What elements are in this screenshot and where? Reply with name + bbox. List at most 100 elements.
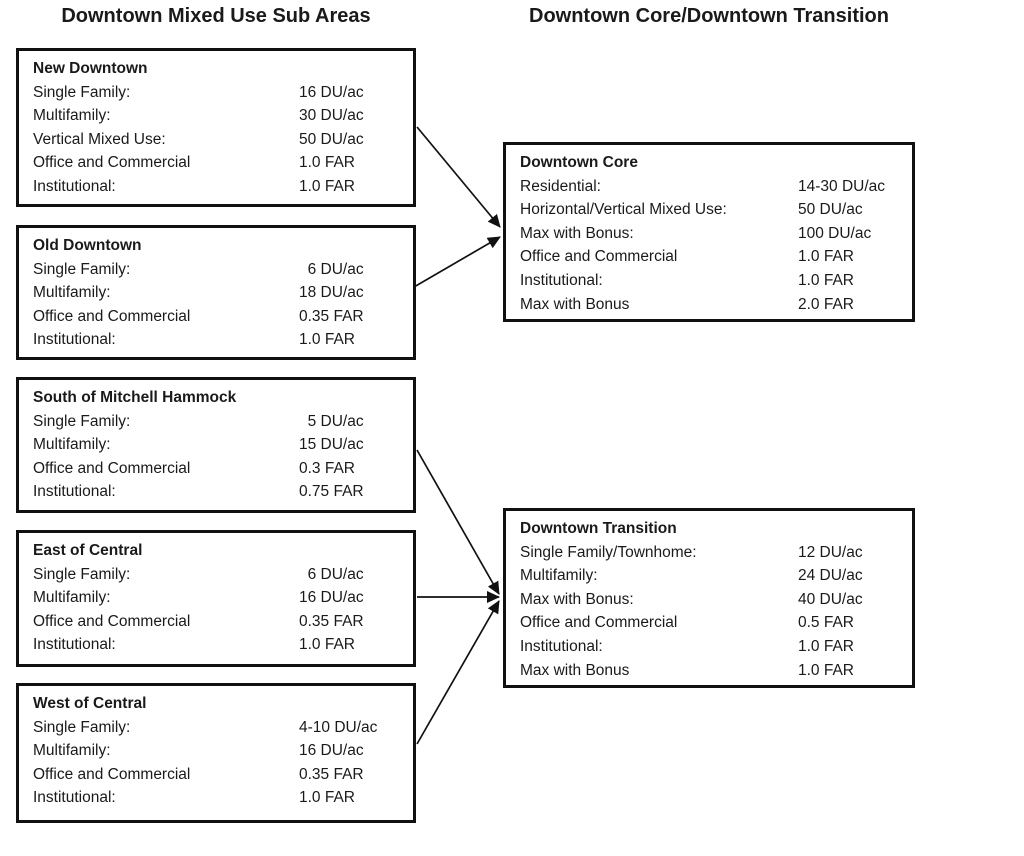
- row-label: Multifamily:: [33, 107, 111, 125]
- area-box-east-of-central: East of Central Single Family: 6 DU/ac Mul…: [16, 530, 416, 667]
- standards-row: Single Family: 6 DU/ac: [33, 563, 401, 587]
- row-label: Single Family/Townhome:: [520, 543, 697, 561]
- standards-row: Multifamily: 24 DU/ac: [520, 564, 900, 588]
- standards-row: Office and Commercial 0.35 FAR: [33, 610, 401, 634]
- row-value: 12 DU/ac: [798, 543, 863, 561]
- row-label: Horizontal/Vertical Mixed Use:: [520, 201, 727, 219]
- box-heading: South of Mitchell Hammock: [33, 389, 237, 406]
- standards-row: Horizontal/Vertical Mixed Use: 50 DU/ac: [520, 198, 900, 222]
- row-label: Vertical Mixed Use:: [33, 130, 166, 148]
- row-value: 1.0 FAR: [798, 637, 854, 655]
- row-label: Multifamily:: [33, 284, 111, 302]
- right-column-title: Downtown Core/Downtown Transition: [529, 5, 889, 27]
- standards-row: Residential: 14-30 DU/ac: [520, 175, 900, 199]
- row-label: Multifamily:: [33, 742, 111, 760]
- row-label: Institutional:: [520, 271, 603, 289]
- arrow-new-downtown-to-core: [416, 126, 501, 228]
- area-box-old-downtown: Old Downtown Single Family: 6 DU/ac Multif…: [16, 225, 416, 360]
- area-box-west-of-central: West of Central Single Family: 4-10 DU/ac M…: [16, 683, 416, 823]
- row-value: 1.0 FAR: [798, 661, 854, 679]
- standards-row: Multifamily: 15 DU/ac: [33, 433, 401, 457]
- row-label: Multifamily:: [33, 436, 111, 454]
- row-label: Institutional:: [33, 789, 116, 807]
- standards-row: Single Family: 4-10 DU/ac: [33, 716, 401, 740]
- standards-row: Multifamily: 18 DU/ac: [33, 281, 401, 305]
- row-value: 1.0 FAR: [798, 271, 854, 289]
- standards-row: Institutional: 1.0 FAR: [33, 175, 401, 199]
- row-label: Single Family:: [33, 718, 131, 736]
- standards-row: Single Family: 5 DU/ac: [33, 410, 401, 434]
- box-heading: New Downtown: [33, 60, 148, 77]
- row-value: 0.5 FAR: [798, 614, 854, 632]
- standards-row: Institutional: 1.0 FAR: [33, 786, 401, 810]
- row-value: 1.0 FAR: [299, 636, 355, 654]
- row-label: Residential:: [520, 177, 601, 195]
- row-label: Multifamily:: [520, 567, 598, 585]
- standards-row: Office and Commercial 0.35 FAR: [33, 305, 401, 329]
- box-heading: West of Central: [33, 695, 147, 712]
- area-box-new-downtown: New Downtown Single Family: 16 DU/ac Multif…: [16, 48, 416, 207]
- area-box-downtown-core: Downtown Core Residential: 14-30 DU/ac Hori…: [503, 142, 915, 322]
- row-value: 4-10 DU/ac: [299, 718, 378, 736]
- row-label: Office and Commercial: [520, 614, 678, 632]
- row-label: Max with Bonus:: [520, 224, 634, 242]
- row-label: Office and Commercial: [520, 248, 678, 266]
- standards-row: Vertical Mixed Use: 50 DU/ac: [33, 128, 401, 152]
- standards-row: Max with Bonus 1.0 FAR: [520, 659, 900, 683]
- row-value: 1.0 FAR: [299, 154, 355, 172]
- left-column-title: Downtown Mixed Use Sub Areas: [61, 5, 371, 27]
- area-box-downtown-transition: Downtown Transition Single Family/Townhom…: [503, 508, 915, 688]
- box-heading: Downtown Transition: [520, 520, 677, 537]
- row-label: Max with Bonus: [520, 661, 630, 679]
- row-value: 18 DU/ac: [299, 284, 364, 302]
- standards-row: Single Family: 6 DU/ac: [33, 258, 401, 282]
- row-label: Single Family:: [33, 83, 131, 101]
- standards-row: Max with Bonus: 40 DU/ac: [520, 588, 900, 612]
- row-label: Institutional:: [33, 331, 116, 349]
- row-value: 1.0 FAR: [299, 177, 355, 195]
- row-label: Single Family:: [33, 412, 131, 430]
- row-value: 24 DU/ac: [798, 567, 863, 585]
- row-value: 0.3 FAR: [299, 459, 355, 477]
- area-box-south-of-mitchell-hammock: South of Mitchell Hammock Single Family: …: [16, 377, 416, 513]
- standards-row: Institutional: 1.0 FAR: [33, 633, 401, 657]
- row-value: 6 DU/ac: [299, 260, 364, 278]
- row-value: 14-30 DU/ac: [798, 177, 886, 195]
- row-value: 50 DU/ac: [798, 201, 863, 219]
- row-value: 2.0 FAR: [798, 295, 854, 313]
- standards-row: Max with Bonus 2.0 FAR: [520, 293, 900, 317]
- row-label: Institutional:: [33, 636, 116, 654]
- row-value: 30 DU/ac: [299, 107, 364, 125]
- row-value: 50 DU/ac: [299, 130, 364, 148]
- standards-row: Institutional: 0.75 FAR: [33, 480, 401, 504]
- standards-row: Institutional: 1.0 FAR: [520, 635, 900, 659]
- row-value: 0.75 FAR: [299, 483, 364, 501]
- standards-row: Office and Commercial 0.3 FAR: [33, 457, 401, 481]
- standards-row: Multifamily: 30 DU/ac: [33, 104, 401, 128]
- box-heading: Downtown Core: [520, 154, 638, 171]
- row-label: Institutional:: [520, 637, 603, 655]
- row-value: 5 DU/ac: [299, 412, 364, 430]
- box-heading: East of Central: [33, 542, 143, 559]
- row-label: Office and Commercial: [33, 765, 191, 783]
- standards-row: Single Family: 16 DU/ac: [33, 81, 401, 105]
- row-label: Office and Commercial: [33, 154, 191, 172]
- row-label: Single Family:: [33, 260, 131, 278]
- arrow-mitchell-to-transition: [416, 449, 500, 595]
- arrow-west-central-to-transition: [416, 600, 500, 745]
- row-value: 16 DU/ac: [299, 83, 364, 101]
- row-value: 1.0 FAR: [798, 248, 854, 266]
- row-label: Institutional:: [33, 177, 116, 195]
- arrow-old-downtown-to-core: [413, 236, 501, 288]
- row-value: 1.0 FAR: [299, 331, 355, 349]
- row-label: Max with Bonus:: [520, 590, 634, 608]
- row-value: 40 DU/ac: [798, 590, 863, 608]
- box-heading: Old Downtown: [33, 237, 142, 254]
- standards-row: Institutional: 1.0 FAR: [520, 269, 900, 293]
- row-label: Office and Commercial: [33, 459, 191, 477]
- row-label: Multifamily:: [33, 589, 111, 607]
- standards-row: Multifamily: 16 DU/ac: [33, 586, 401, 610]
- row-label: Institutional:: [33, 483, 116, 501]
